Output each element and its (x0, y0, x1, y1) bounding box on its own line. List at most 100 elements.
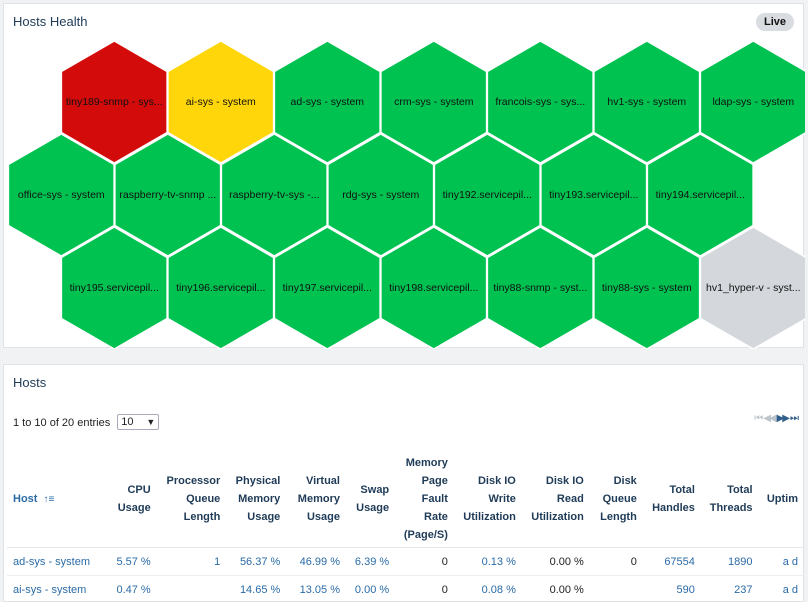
hex-shape (7, 133, 115, 257)
table-cell[interactable]: 237 (699, 575, 758, 601)
table-cell: 0 (588, 547, 642, 576)
honeycomb-map: tiny189-snmp - sys... ai-sys - system ad-s… (7, 40, 805, 349)
host-hex-cell[interactable]: hv1_hyper-v - syst... (699, 226, 805, 349)
host-hex-cell[interactable]: tiny196.servicepil... (167, 226, 275, 349)
column-header[interactable]: Disk IO Read Utilization (520, 451, 589, 548)
host-hex-cell[interactable]: tiny193.servicepil... (540, 133, 648, 257)
hex-label: hv1_hyper-v - syst... (706, 282, 801, 294)
host-hex-cell[interactable]: rdg-sys - system (327, 133, 435, 257)
table-cell[interactable]: 13.05 % (285, 575, 345, 601)
table-cell (588, 575, 642, 601)
hex-label: office-sys - system (18, 189, 105, 201)
column-header[interactable]: CPU Usage (102, 451, 156, 548)
first-page-icon[interactable]: ⏮ (754, 413, 763, 424)
hex-shape (167, 40, 275, 164)
hosts-panel: Hosts 1 to 10 of 20 entries 10 ▼ ⏮ ◀◀ ▶▶… (3, 364, 804, 602)
hex-label: hv1-sys - system (607, 96, 686, 108)
column-header[interactable]: Memory Page Fault Rate (Page/S) (394, 451, 453, 548)
table-cell: 0.00 % (520, 547, 589, 576)
column-header[interactable]: Swap Usage (344, 451, 395, 548)
hex-label: tiny88-sys - system (602, 282, 692, 294)
table-cell[interactable]: 590 (641, 575, 700, 601)
live-badge[interactable]: Live (755, 13, 794, 31)
column-header[interactable]: Physical Memory Usage (225, 451, 286, 548)
table-row[interactable]: ai-sys - system 0.47 % 14.65 % 13.05 % 0.00 … (7, 575, 803, 601)
last-page-icon[interactable]: ⏭ (790, 413, 799, 424)
host-hex-cell[interactable]: tiny88-snmp - syst... (486, 226, 594, 349)
hex-label: ai-sys - system (186, 96, 256, 108)
column-header[interactable]: Uptim (757, 451, 803, 548)
hex-label: francois-sys - sys... (495, 96, 585, 108)
hex-shape (593, 226, 701, 349)
table-cell[interactable]: 67554 (641, 547, 700, 576)
pagination: ⏮ ◀◀ ▶▶ ⏭ (754, 413, 799, 424)
host-hex-cell[interactable]: tiny194.servicepil... (646, 133, 754, 257)
host-hex-cell[interactable]: ldap-sys - system (699, 40, 805, 164)
table-cell[interactable]: 0.13 % (452, 547, 521, 576)
hex-shape (486, 226, 594, 349)
host-hex-cell[interactable]: ai-sys - system (167, 40, 275, 164)
hex-shape (380, 40, 488, 164)
hex-shape (273, 226, 381, 349)
table-cell[interactable]: 0.47 % (102, 575, 156, 601)
column-header-label: Host (13, 492, 38, 505)
hex-shape (167, 226, 275, 349)
page-size-select[interactable]: 10 ▼ (117, 414, 160, 430)
table-cell[interactable]: 46.99 % (285, 547, 345, 576)
table-cell[interactable]: 0.08 % (452, 575, 521, 601)
host-hex-cell[interactable]: crm-sys - system (380, 40, 488, 164)
prev-page-icon[interactable]: ◀◀ (763, 413, 776, 424)
column-header[interactable]: Disk IO Write Utilization (452, 451, 521, 548)
sort-ascending-icon[interactable]: ↑≡ (43, 493, 55, 505)
host-hex-cell[interactable]: tiny189-snmp - sys... (60, 40, 168, 164)
table-row[interactable]: ad-sys - system 5.57 % 1 56.37 % 46.99 % 6.39… (7, 547, 803, 576)
host-hex-cell[interactable]: tiny88-sys - system (593, 226, 701, 349)
hex-shape (60, 226, 168, 349)
hex-label: ldap-sys - system (712, 96, 794, 108)
table-cell[interactable]: 5.57 % (102, 547, 156, 576)
table-cell[interactable]: 6.39 % (344, 547, 395, 576)
table-cell[interactable]: 14.65 % (225, 575, 286, 601)
column-header[interactable]: Disk Queue Length (588, 451, 642, 548)
hex-shape (220, 133, 328, 257)
hex-label: raspberry-tv-sys -... (229, 189, 319, 201)
hex-label: crm-sys - system (394, 96, 474, 108)
hex-shape (699, 40, 805, 164)
hex-label: rdg-sys - system (342, 189, 419, 201)
host-link[interactable]: ai-sys - system (7, 575, 103, 601)
host-link[interactable]: ad-sys - system (7, 547, 103, 576)
hex-shape (540, 133, 648, 257)
table-cell[interactable]: 56.37 % (225, 547, 286, 576)
table-header-row: Host ↑≡ CPU Usage Processor Queue Length Physic… (7, 451, 803, 548)
table-cell[interactable]: 1890 (699, 547, 758, 576)
panel-title-hosts: Hosts (13, 375, 47, 390)
host-hex-cell[interactable]: raspberry-tv-snmp ... (114, 133, 222, 257)
column-header[interactable]: Total Handles (641, 451, 700, 548)
hosts-table: Host ↑≡ CPU Usage Processor Queue Length Physic… (7, 451, 803, 601)
hex-label: tiny198.servicepil... (389, 282, 478, 294)
host-hex-cell[interactable]: francois-sys - sys... (486, 40, 594, 164)
hex-shape (433, 133, 541, 257)
host-hex-cell[interactable]: hv1-sys - system (593, 40, 701, 164)
next-page-icon[interactable]: ▶▶ (776, 413, 790, 424)
host-hex-cell[interactable]: tiny198.servicepil... (380, 226, 488, 349)
host-hex-cell[interactable]: tiny197.servicepil... (273, 226, 381, 349)
host-hex-cell[interactable]: raspberry-tv-sys -... (220, 133, 328, 257)
table-cell[interactable]: 0.00 % (344, 575, 395, 601)
host-hex-cell[interactable]: tiny195.servicepil... (60, 226, 168, 349)
panel-title-hosts-health: Hosts Health (13, 14, 88, 29)
host-hex-cell[interactable]: ad-sys - system (273, 40, 381, 164)
table-cell (155, 575, 226, 601)
host-hex-cell[interactable]: office-sys - system (7, 133, 115, 257)
table-cell: 0 (394, 575, 453, 601)
hex-shape (60, 40, 168, 164)
hex-label: ad-sys - system (291, 96, 365, 108)
column-header[interactable]: Host ↑≡ (7, 451, 103, 548)
host-hex-cell[interactable]: tiny192.servicepil... (433, 133, 541, 257)
hex-shape (273, 40, 381, 164)
column-header[interactable]: Virtual Memory Usage (285, 451, 345, 548)
hex-shape (486, 40, 594, 164)
column-header[interactable]: Processor Queue Length (155, 451, 226, 548)
hex-shape (699, 226, 805, 349)
column-header[interactable]: Total Threads (699, 451, 758, 548)
